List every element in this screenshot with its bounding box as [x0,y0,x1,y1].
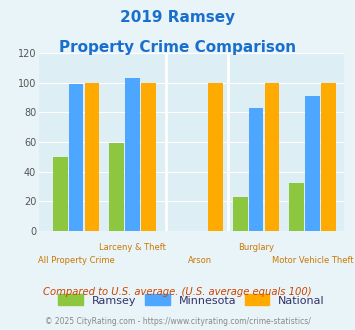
Bar [289,183,304,231]
Bar [321,82,336,231]
Bar [233,197,247,231]
Bar [305,96,320,231]
Bar [208,82,223,231]
Legend: Ramsey, Minnesota, National: Ramsey, Minnesota, National [54,290,329,310]
Bar [249,108,263,231]
Text: All Property Crime: All Property Crime [38,256,114,265]
Text: Arson: Arson [187,256,212,265]
Text: Larceny & Theft: Larceny & Theft [99,244,166,252]
Text: Property Crime Comparison: Property Crime Comparison [59,40,296,54]
Bar [141,82,156,231]
Bar [109,144,124,231]
Bar [265,82,279,231]
Bar [125,78,140,231]
Text: © 2025 CityRating.com - https://www.cityrating.com/crime-statistics/: © 2025 CityRating.com - https://www.city… [45,317,310,326]
Text: Burglary: Burglary [238,244,274,252]
Bar [69,84,83,231]
Text: Motor Vehicle Theft: Motor Vehicle Theft [272,256,353,265]
Bar [53,157,67,231]
Text: Compared to U.S. average. (U.S. average equals 100): Compared to U.S. average. (U.S. average … [43,287,312,297]
Bar [85,82,99,231]
Text: 2019 Ramsey: 2019 Ramsey [120,10,235,25]
